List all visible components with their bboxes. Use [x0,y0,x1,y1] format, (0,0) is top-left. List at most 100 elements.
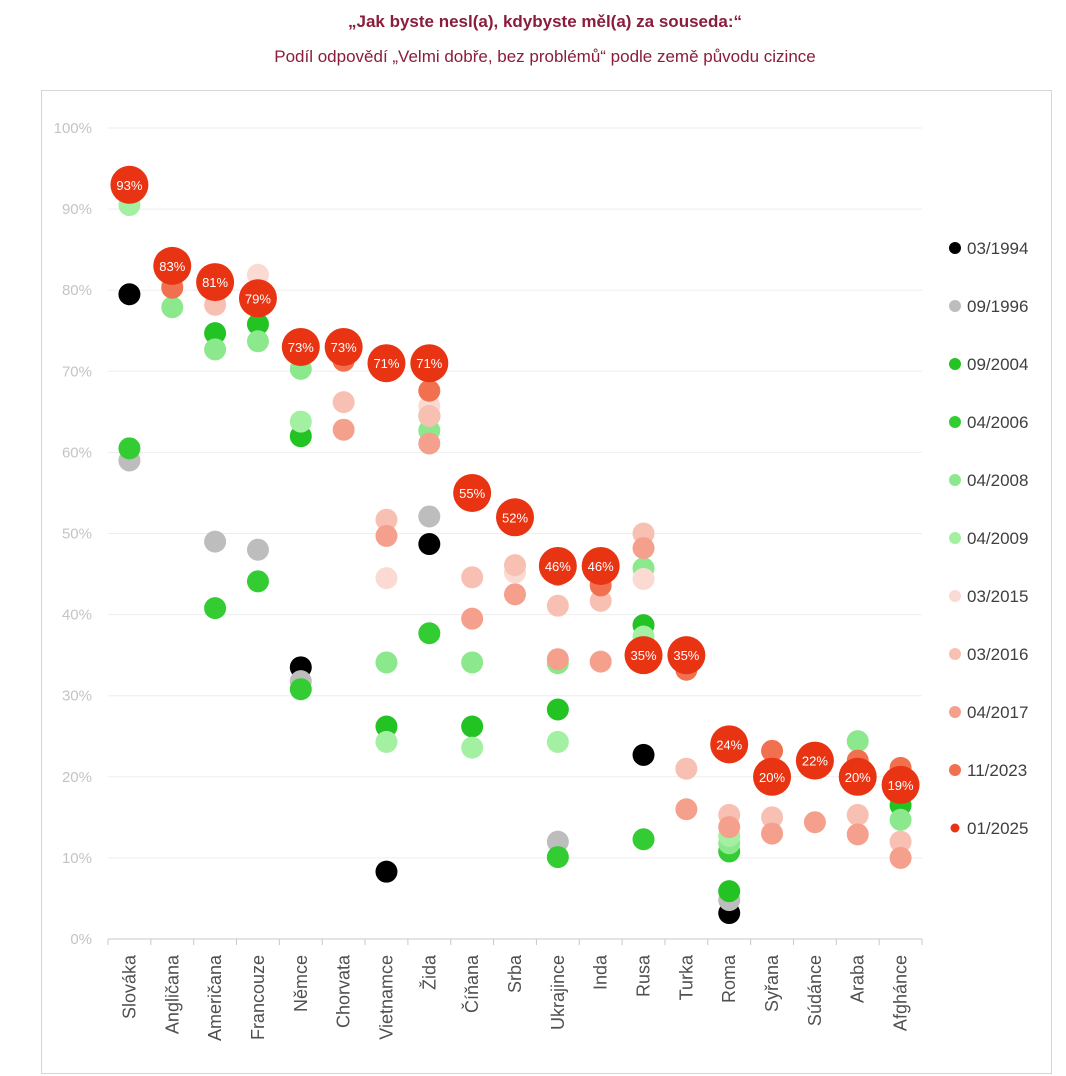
x-category-label: Srba [505,954,525,993]
y-tick-label: 0% [70,931,92,948]
x-category-label: Němce [291,955,311,1012]
data-point [332,391,355,414]
legend-marker [949,242,961,254]
data-point [204,338,227,361]
chart-subtitle: Podíl odpovědí „Velmi dobře, bez problém… [274,47,816,66]
data-point [375,730,398,753]
legend-label: 09/2004 [967,355,1028,374]
y-tick-label: 40% [62,607,92,624]
data-label: 22% [802,754,828,769]
x-category-label: Araba [848,954,868,1003]
legend-label: 04/2017 [967,703,1028,722]
y-tick-label: 100% [54,120,92,137]
legend-marker [949,590,961,602]
data-point [632,537,655,560]
data-point [238,279,277,318]
x-category-label: Chorvata [334,954,354,1028]
legend-label: 09/1996 [967,297,1028,316]
data-label: 93% [116,178,142,193]
data-point [838,757,877,796]
data-point [710,725,749,764]
data-point [795,741,834,780]
data-point [367,344,406,383]
data-point [153,246,192,285]
y-tick-label: 90% [62,201,92,218]
data-point [324,327,363,366]
x-category-label: Číňana [461,954,482,1013]
data-point [496,498,534,537]
data-point [546,730,569,753]
legend-marker [949,532,961,544]
y-tick-label: 50% [62,526,92,543]
legend-label: 03/2016 [967,645,1028,664]
data-point [453,473,492,512]
data-label: 52% [502,510,528,525]
x-category-label: Vietnamce [376,955,396,1040]
data-point [418,622,441,645]
data-point [461,715,484,738]
x-category-label: Afghánce [891,955,911,1031]
data-point [546,698,569,721]
x-category-label: Roma [719,954,739,1003]
data-point [881,765,920,804]
data-label: 20% [759,770,785,785]
data-point [246,313,269,336]
data-point [418,432,441,455]
data-point [246,570,269,593]
data-point [889,808,912,831]
data-point [161,296,184,319]
data-point [667,636,706,675]
legend-marker [949,474,961,486]
data-point [632,567,655,590]
legend-marker [950,823,960,833]
data-label: 24% [716,737,742,752]
x-category-label: Ukrajince [548,955,568,1030]
x-category-label: Slováka [119,954,139,1019]
data-point [461,651,484,674]
data-label: 83% [159,259,185,274]
data-point [632,828,655,851]
data-point [375,715,398,738]
data-point [461,566,484,589]
legend-label: 01/2025 [967,819,1028,838]
data-point [889,830,912,853]
data-label: 20% [845,770,871,785]
data-point [246,538,269,561]
data-point [846,803,869,826]
data-point [204,322,227,345]
x-category-label: Rusa [634,954,654,997]
data-point [546,830,569,853]
data-label: 71% [416,356,442,371]
x-category-label: Súdánce [805,955,825,1026]
chart-frame [41,90,1052,1074]
data-point [118,437,141,460]
data-point [375,567,398,590]
y-tick-label: 20% [62,769,92,786]
data-label: 35% [673,648,699,663]
data-point [204,597,227,620]
legend-label: 04/2009 [967,529,1028,548]
data-point [632,743,655,766]
data-point [504,583,526,606]
data-point [418,505,441,528]
x-category-label: Inda [591,954,611,990]
legend-marker [949,706,961,718]
data-label: 19% [888,778,914,793]
data-point [375,508,398,531]
data-label: 73% [331,340,357,355]
data-point [589,650,612,673]
x-category-label: Žida [419,954,439,990]
data-point [418,404,441,427]
data-point [761,806,784,829]
chart-title: „Jak byste nesl(a), kdybyste měl(a) za s… [348,12,742,31]
data-label: 73% [288,340,314,355]
legend-label: 04/2006 [967,413,1028,432]
data-point [375,651,398,674]
data-point [718,880,741,903]
data-point [375,524,398,547]
data-point [846,823,869,846]
y-tick-label: 30% [62,688,92,705]
data-point [889,846,912,869]
data-point [581,546,620,585]
legend-marker [949,416,961,428]
